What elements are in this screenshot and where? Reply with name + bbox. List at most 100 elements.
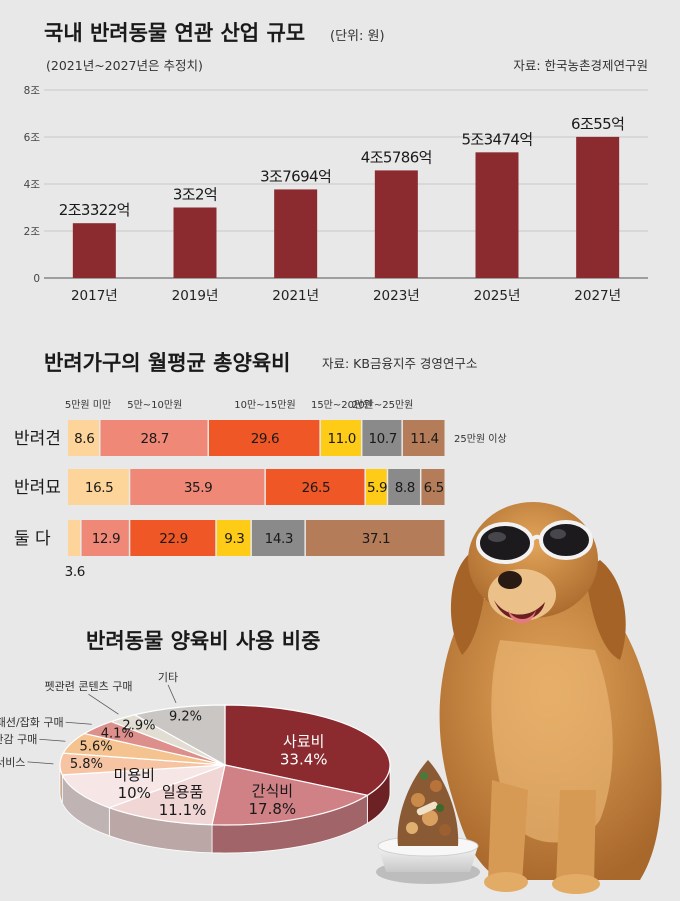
industry-chart-data-labels: 2조3322억 3조2억 3조7694억 4조5786억 5조3474억 6조55억 <box>59 115 625 219</box>
bar <box>72 223 116 278</box>
pie-slice <box>133 704 226 767</box>
pie-slice-label: 사료비 <box>283 733 324 751</box>
stack-segment-label: 37.1 <box>362 531 390 547</box>
stack-segment-label: 11.0 <box>327 431 355 447</box>
stack-segment-label: 22.9 <box>159 531 187 547</box>
stack-segment <box>305 520 445 556</box>
stack-segment <box>208 420 320 456</box>
stack-segment-label: 14.3 <box>265 531 293 547</box>
stack-segment <box>388 469 420 505</box>
stack-segment <box>362 420 402 456</box>
x-tick-label: 2025년 <box>474 288 521 304</box>
bar <box>576 136 620 278</box>
stack-segment-label: 8.8 <box>395 480 415 496</box>
x-tick-label: 2027년 <box>574 288 621 304</box>
bar-value-label: 3조2억 <box>173 185 217 203</box>
pie-leader-line <box>39 738 66 742</box>
pie-slice-label-outside: 장난감 구매 <box>0 733 37 746</box>
x-tick-label: 2019년 <box>172 288 219 304</box>
pie-slice <box>107 764 226 826</box>
legend-label: 15만~20만원 <box>311 399 372 411</box>
pie-slice <box>61 764 226 809</box>
pie-slice <box>224 704 391 796</box>
legend-label: 25만원 이상 <box>454 433 507 445</box>
stack-segment-label: 11.4 <box>410 431 438 447</box>
pie-slice-percent: 5.8% <box>70 757 103 772</box>
spending-chart-title: 반려동물 양육비 사용 비중 <box>86 629 320 653</box>
stack-segment <box>130 520 216 556</box>
bar <box>173 207 217 278</box>
stack-segment <box>320 420 361 456</box>
pie-slice-percent: 11.1% <box>159 801 207 819</box>
bar-value-label: 2조3322억 <box>59 201 130 219</box>
industry-chart-unit: (단위: 원) <box>330 29 385 44</box>
y-tick-label: 0 <box>33 273 40 285</box>
pet-food-bowl-illustration <box>376 760 480 884</box>
legend-label: 10만~15만원 <box>234 399 295 411</box>
stack-segment-label: 26.5 <box>302 480 330 496</box>
stack-segment <box>365 469 387 505</box>
row-label: 둘 다 <box>14 529 51 549</box>
y-tick-label: 2조 <box>24 226 41 238</box>
stack-segment <box>100 420 208 456</box>
cost-chart-title: 반려가구의 월평균 총양육비 <box>44 351 290 375</box>
stack-segment-label: 35.9 <box>184 480 212 496</box>
row-label: 반려견 <box>14 429 61 449</box>
pie-slice <box>211 764 369 826</box>
stack-segment-label: 8.6 <box>74 431 94 447</box>
stack-segment-label: 28.7 <box>141 431 169 447</box>
pie-leader-line <box>65 721 92 725</box>
pie-slice-percent: 5.6% <box>80 740 113 755</box>
industry-chart-gridlines <box>44 89 648 279</box>
pie-slice-label-outside: 펫관련 콘텐츠 구매 <box>44 680 132 693</box>
pie-slice-label-outside: 위생서비스 <box>0 756 25 769</box>
pie-slice-percent: 2.9% <box>122 718 155 733</box>
stack-segment <box>402 420 445 456</box>
pie-slice-percent: 4.1% <box>101 726 134 741</box>
stack-segment-label: 5.9 <box>367 480 387 496</box>
stack-segment-label: 10.7 <box>368 431 396 447</box>
bar <box>274 189 318 278</box>
stack-segment <box>265 469 365 505</box>
stack-segment <box>81 520 129 556</box>
stack-segment <box>251 520 305 556</box>
industry-chart-title: 국내 반려동물 연관 산업 규모 <box>44 21 305 45</box>
industry-chart-x-labels: 2017년 2019년 2021년 2023년 2025년 2027년 <box>71 288 621 304</box>
legend-label: 20만~25만원 <box>352 399 413 411</box>
bar <box>374 170 418 278</box>
stack-segment-label: 9.3 <box>224 531 244 547</box>
pie-slice-percent: 10% <box>118 784 151 802</box>
y-tick-label: 4조 <box>24 179 41 191</box>
stack-segment-label-outside: 3.6 <box>65 564 85 580</box>
pie-slice-percent: 17.8% <box>249 800 297 818</box>
bar-value-label: 5조3474억 <box>461 130 532 148</box>
bar-value-label: 6조55억 <box>571 115 624 133</box>
row-label: 반려묘 <box>14 478 61 498</box>
stack-segment-label: 29.6 <box>251 431 279 447</box>
industry-chart-bars <box>72 136 620 278</box>
stack-segment <box>130 469 265 505</box>
legend-label: 5만원 미만 <box>65 399 111 411</box>
pie-leader-line <box>27 761 54 765</box>
stack-segment <box>68 420 100 456</box>
stack-segment-label: 12.9 <box>92 531 120 547</box>
pie-slice-percent: 9.2% <box>169 710 202 725</box>
bar <box>475 152 519 278</box>
stack-segment-label: 6.5 <box>424 480 444 496</box>
stack-segment <box>68 520 81 556</box>
x-tick-label: 2017년 <box>71 288 118 304</box>
sunglasses-icon <box>476 520 593 564</box>
stack-segment <box>421 469 445 505</box>
pie-slice-label-outside: 기타 <box>158 671 178 684</box>
industry-size-chart: 국내 반려동물 연관 산업 규모 (단위: 원) (2021년~2027년은 추… <box>24 21 648 304</box>
y-tick-label: 6조 <box>24 132 41 144</box>
y-tick-label: 8조 <box>24 85 41 97</box>
x-tick-label: 2021년 <box>272 288 319 304</box>
pie-slice-percent: 33.4% <box>280 751 328 769</box>
cost-chart-source: 자료: KB금융지주 경영연구소 <box>322 356 477 371</box>
x-tick-label: 2023년 <box>373 288 420 304</box>
cost-chart-rows: 반려견 8.6 28.7 29.6 11.0 10.7 11.4 반려묘 16.5 35.9 26.… <box>14 420 445 580</box>
pie-leader-line <box>88 693 119 715</box>
